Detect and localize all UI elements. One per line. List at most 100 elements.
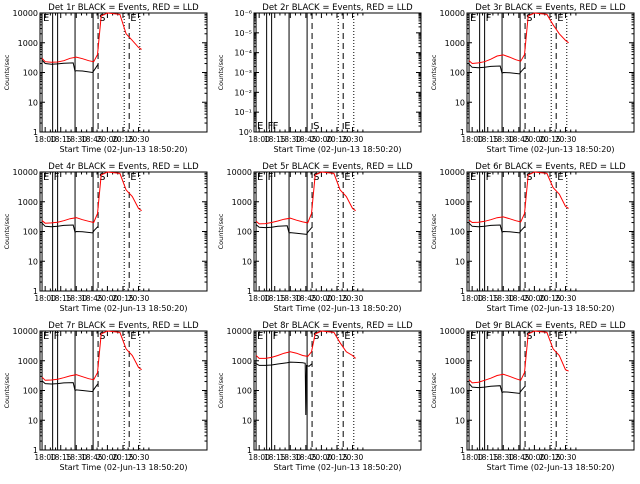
y-tick-label: 100	[450, 69, 465, 78]
x-tick-label: 20:30	[555, 294, 577, 303]
y-tick-label: 1	[460, 446, 465, 455]
panel-title: Det 5r BLACK = Events, RED = LLD	[262, 162, 413, 172]
series-events-line	[255, 224, 313, 235]
plot-frame	[466, 171, 635, 292]
y-tick-label: 1000	[18, 39, 38, 48]
series-lld-line	[255, 330, 356, 359]
panel-title: Det 7r BLACK = Events, RED = LLD	[48, 321, 199, 331]
panel-9: Det 9r BLACK = Events, RED = LLD Counts/s…	[430, 321, 635, 472]
event-marker-letter: E	[43, 172, 49, 183]
y-tick-label: 100	[23, 387, 38, 396]
y-tick-label: 10⁻¹	[234, 108, 252, 117]
x-tick-label: 18:00	[248, 294, 270, 303]
event-marker-letter: E	[557, 172, 563, 183]
y-tick-label: 100	[23, 69, 38, 78]
y-tick-label: 10000	[227, 327, 252, 336]
series-lld-line	[41, 12, 142, 63]
panel-title: Det 1r BLACK = Events, RED = LLD	[48, 3, 199, 13]
series-events-line	[41, 222, 99, 234]
y-tick-label: 100	[450, 228, 465, 237]
series-lld-line	[41, 171, 142, 224]
x-tick-label: 20:00	[524, 453, 546, 462]
series-lld-line	[41, 330, 142, 381]
y-tick-label: 10	[242, 257, 252, 266]
y-axis-label: Counts/sec	[217, 54, 225, 90]
y-tick-label: 10000	[13, 9, 38, 18]
x-tick-label: 20:30	[128, 135, 150, 144]
x-tick-label: 20:00	[524, 294, 546, 303]
y-tick-label: 10⁰	[239, 128, 252, 137]
panel-4: Det 4r BLACK = Events, RED = LLD Counts/s…	[3, 162, 208, 313]
x-tick-label: 20:00	[311, 294, 333, 303]
x-axis-label: Start Time (02-Jun-13 18:50:20)	[487, 145, 615, 154]
x-tick-label: 18:00	[461, 294, 483, 303]
x-tick-label: 20:15	[112, 294, 134, 303]
event-marker-letter: S	[99, 13, 105, 24]
x-tick-label: 18:45	[81, 294, 103, 303]
event-marker-letter: F	[486, 13, 492, 24]
x-tick-label: 18:15	[50, 294, 72, 303]
y-tick-label: 10000	[440, 327, 465, 336]
y-tick-label: 10	[455, 98, 465, 107]
series-events-line	[468, 222, 526, 234]
event-marker-letter: F	[486, 331, 492, 342]
event-marker-letter: E	[257, 172, 263, 183]
x-tick-label: 18:45	[81, 135, 103, 144]
x-tick-label: 20:00	[97, 294, 119, 303]
y-tick-label: 1000	[18, 357, 38, 366]
event-marker-letter: S	[526, 331, 532, 342]
y-tick-label: 1000	[232, 357, 252, 366]
y-tick-label: 10000	[13, 327, 38, 336]
event-marker-letter: S	[313, 172, 319, 183]
event-marker-letter: F	[273, 121, 279, 132]
x-tick-label: 20:30	[555, 453, 577, 462]
x-axis-label: Start Time (02-Jun-13 18:50:20)	[487, 304, 615, 313]
event-marker-letter: F	[54, 172, 60, 183]
series-lld-line	[468, 171, 569, 224]
x-tick-label: 20:15	[539, 453, 561, 462]
panel-title: Det 4r BLACK = Events, RED = LLD	[48, 162, 199, 172]
panel-8: Det 8r BLACK = Events, RED = LLD Counts/s…	[217, 321, 422, 472]
x-tick-label: 18:30	[492, 135, 514, 144]
y-axis-label: Counts/sec	[217, 372, 225, 408]
y-axis-label: Counts/sec	[430, 54, 438, 90]
y-axis-label: Counts/sec	[217, 213, 225, 249]
plot-frame	[39, 12, 208, 133]
y-tick-label: 1	[247, 287, 252, 296]
x-tick-label: 20:15	[112, 453, 134, 462]
plot-frame	[253, 171, 422, 292]
x-tick-label: 20:00	[524, 135, 546, 144]
y-tick-label: 10000	[440, 168, 465, 177]
plot-frame	[466, 12, 635, 133]
y-tick-label: 1	[33, 128, 38, 137]
x-tick-label: 20:00	[97, 453, 119, 462]
x-axis-label: Start Time (02-Jun-13 18:50:20)	[274, 145, 402, 154]
x-tick-label: 18:00	[34, 453, 56, 462]
series-events-line	[41, 380, 99, 393]
event-marker-letter: S	[526, 13, 532, 24]
event-marker-letter: E	[344, 121, 350, 132]
x-tick-label: 18:45	[295, 294, 317, 303]
x-tick-label: 18:00	[248, 453, 270, 462]
y-tick-label: 10	[242, 416, 252, 425]
panel-title: Det 9r BLACK = Events, RED = LLD	[475, 321, 626, 331]
series-events-line	[255, 361, 313, 416]
x-tick-label: 20:15	[539, 135, 561, 144]
y-tick-label: 10	[455, 257, 465, 266]
x-tick-label: 20:30	[555, 135, 577, 144]
x-tick-label: 20:00	[97, 135, 119, 144]
x-tick-label: 18:45	[295, 453, 317, 462]
panel-title: Det 8r BLACK = Events, RED = LLD	[262, 321, 413, 331]
x-tick-label: 18:30	[492, 294, 514, 303]
x-tick-label: 18:45	[508, 135, 530, 144]
x-tick-label: 18:30	[65, 453, 87, 462]
x-tick-label: 18:45	[81, 453, 103, 462]
x-tick-label: 20:00	[311, 135, 333, 144]
x-tick-label: 18:15	[50, 453, 72, 462]
plot-frame	[39, 171, 208, 292]
x-tick-label: 18:00	[34, 294, 56, 303]
x-tick-label: 20:15	[326, 453, 348, 462]
series-lld-line	[255, 171, 356, 225]
